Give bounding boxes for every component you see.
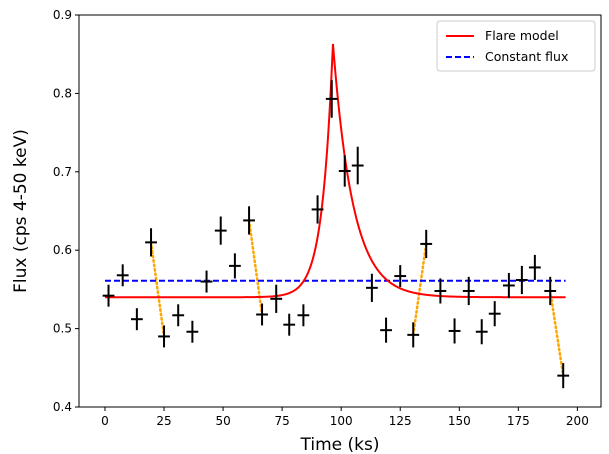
x-tick-label: 75 — [274, 414, 289, 428]
dotted-connector — [149, 241, 166, 338]
data-point — [130, 308, 143, 331]
x-tick-label: 50 — [215, 414, 230, 428]
data-point — [488, 301, 501, 327]
y-tick-label: 0.9 — [53, 8, 72, 22]
x-tick-label: 100 — [330, 414, 353, 428]
data-point — [502, 272, 515, 299]
dotted-connector — [247, 219, 264, 316]
x-tick-label: 150 — [448, 414, 471, 428]
plot-frame — [78, 14, 602, 408]
data-point — [116, 264, 129, 287]
data-point — [380, 317, 392, 343]
data-point — [338, 155, 351, 187]
legend-flare-model-label: Flare model — [485, 28, 559, 43]
legend-box — [436, 20, 596, 72]
data-point — [297, 304, 310, 327]
data-point — [475, 319, 488, 345]
data-point — [557, 363, 570, 389]
dotted-connector — [548, 289, 565, 377]
data-point — [394, 265, 407, 288]
data-point — [325, 80, 338, 118]
data-point — [256, 303, 268, 326]
data-point — [283, 313, 296, 336]
data-point — [528, 254, 541, 280]
dotted-connector — [411, 242, 428, 337]
data-point — [434, 278, 447, 304]
x-tick-label: 25 — [156, 414, 171, 428]
data-point — [311, 195, 324, 224]
y-tick-label: 0.7 — [53, 165, 72, 179]
x-tick-label: 200 — [566, 414, 589, 428]
x-tick-label: 175 — [507, 414, 530, 428]
data-point — [270, 284, 283, 313]
data-point — [200, 270, 213, 293]
x-axis-label: Time (ks) — [300, 435, 380, 454]
data-point — [420, 229, 433, 259]
data-point — [544, 276, 557, 306]
y-tick-label: 0.8 — [53, 86, 72, 100]
legend-constant-flux-label: Constant flux — [485, 49, 568, 64]
y-axis-ticks: 0.4 0.5 0.6 0.7 0.8 0.9 — [53, 8, 79, 414]
data-point — [214, 216, 227, 245]
data-point — [448, 318, 461, 344]
data-point — [515, 265, 528, 295]
data-point — [172, 304, 185, 327]
y-tick-label: 0.6 — [53, 243, 72, 257]
data-point — [102, 284, 115, 307]
data-point — [462, 276, 475, 306]
y-tick-label: 0.4 — [53, 400, 72, 414]
legend: Flare model Constant flux — [436, 20, 596, 72]
data-point — [243, 206, 255, 235]
data-point — [145, 228, 157, 257]
data-point — [407, 322, 420, 348]
x-tick-label: 0 — [101, 414, 109, 428]
x-axis-ticks: 0 25 50 75 100 125 150 175 200 — [101, 407, 589, 428]
data-point — [186, 320, 199, 343]
y-axis-label: Flux (cps 4-50 keV) — [11, 129, 31, 293]
plot-area — [102, 43, 570, 389]
data-point — [228, 253, 241, 279]
y-tick-label: 0.5 — [53, 322, 72, 336]
flare-model-line — [104, 43, 566, 299]
data-point — [365, 273, 378, 302]
x-tick-label: 125 — [389, 414, 412, 428]
data-point — [158, 325, 170, 348]
data-point — [351, 146, 364, 185]
